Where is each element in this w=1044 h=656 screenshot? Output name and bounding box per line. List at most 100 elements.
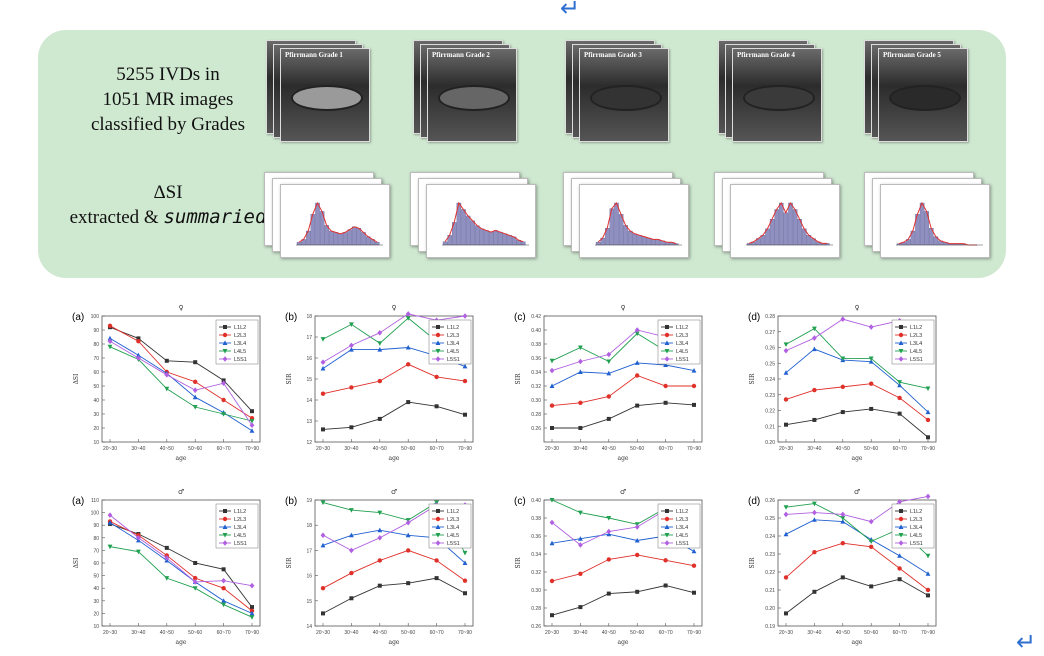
histogram-bar [442, 241, 448, 246]
x-tick-label: 60~70 [893, 446, 907, 452]
data-point [812, 335, 817, 341]
legend-label: L5S1 [447, 357, 460, 363]
data-point [606, 516, 612, 521]
data-point [578, 536, 583, 541]
mr-stack-grade-5: Pfirrmann Grade 5 [864, 40, 970, 150]
x-tick-label: 40~50 [836, 630, 850, 636]
data-point [221, 397, 226, 403]
panel-label: (d) [748, 496, 760, 507]
data-point [223, 325, 227, 329]
histogram-bar [521, 241, 526, 246]
x-tick-label: 40~50 [602, 630, 616, 636]
x-tick-label: 60~70 [893, 630, 907, 636]
chart-title: ♀ [391, 304, 396, 312]
y-tick-label: 0.38 [531, 516, 541, 522]
data-point [549, 519, 555, 526]
line-chart: 0.26 0.28 0.30 0.32 0.34 0.36 0.38 0.40 20~30 30~… [514, 488, 703, 646]
line-chart: 0.19 0.20 0.21 0.22 0.23 0.24 0.25 0.26 20~30 30~… [748, 488, 937, 646]
data-point [221, 412, 226, 417]
data-point [107, 512, 113, 518]
chart-title: ♂ [620, 488, 626, 496]
data-point [320, 586, 326, 591]
data-point [663, 383, 668, 389]
y-tick-label: 0.32 [531, 570, 541, 576]
x-tick-label: 60~70 [659, 630, 673, 636]
y-tick-label: 0.30 [531, 588, 541, 594]
panel-label: (b) [285, 312, 297, 323]
y-tick-label: 0.36 [531, 534, 541, 540]
legend-label: L2L3 [447, 333, 459, 339]
data-point [435, 332, 441, 338]
y-tick-label: 80 [93, 536, 99, 542]
y-tick-label: 0.26 [765, 498, 775, 504]
histogram-card [579, 184, 689, 258]
data-point [691, 548, 697, 554]
y-tick-label: 0.24 [765, 534, 775, 540]
data-point [578, 571, 583, 576]
legend-label: L5S1 [910, 541, 923, 547]
histogram-plot [595, 202, 682, 246]
data-point [377, 416, 382, 421]
data-point [320, 532, 326, 539]
data-point [868, 359, 874, 364]
legend-label: L4L5 [676, 349, 688, 355]
legend-label: L1L2 [676, 325, 688, 331]
series-line [785, 519, 929, 575]
y-tick-label: 14 [306, 398, 312, 404]
y-axis-label: ΔSI [73, 557, 80, 568]
data-point [840, 356, 846, 362]
data-point [868, 356, 874, 362]
data-point [812, 501, 817, 507]
data-point [222, 356, 228, 362]
x-tick-label: 30~40 [807, 630, 821, 636]
histogram-bar [333, 232, 339, 246]
legend-label: L3L4 [910, 525, 922, 531]
histogram-bar [329, 230, 334, 246]
y-tick-label: 0.40 [531, 498, 541, 504]
data-point [193, 575, 198, 581]
data-point [164, 545, 169, 550]
data-point [406, 548, 411, 553]
data-point [192, 586, 198, 591]
dsi-label: ΔSI [153, 182, 183, 203]
histogram-bar [637, 235, 642, 246]
data-point [192, 579, 198, 585]
data-point [840, 410, 845, 415]
line-chart: 12 13 14 15 16 17 18 20~30 30~40 40~50 50~60 60~70 7… [285, 304, 474, 462]
data-point [549, 498, 555, 503]
data-point [664, 524, 670, 529]
histogram-bar [375, 242, 380, 246]
grade-label: Pfirrmann Grade 3 [584, 51, 642, 59]
mr-stack-grade-2: Pfirrmann Grade 2 [413, 40, 519, 150]
data-point [634, 524, 640, 530]
legend-label: L1L2 [234, 509, 246, 515]
density-curve [444, 201, 524, 243]
data-point [897, 553, 902, 558]
y-tick-label: 30 [93, 412, 99, 418]
x-tick-label: 50~60 [630, 446, 644, 452]
data-point [320, 500, 326, 506]
disc-shape [291, 85, 363, 111]
histogram-bar [465, 215, 471, 246]
y-tick-label: 0.21 [765, 424, 775, 430]
data-point [193, 561, 198, 565]
x-tick-label: 70~90 [921, 446, 935, 452]
series-line [109, 338, 253, 432]
y-axis-label: ΔSI [73, 373, 80, 384]
y-tick-label: 0.38 [531, 342, 541, 348]
y-axis-label: SIR [515, 557, 522, 568]
data-point [136, 549, 141, 555]
data-point [462, 378, 468, 384]
y-tick-label: 0.42 [531, 314, 541, 320]
y-tick-label: 30 [93, 599, 99, 605]
histogram-bar [774, 209, 779, 246]
x-tick-label: 40~50 [160, 446, 174, 452]
data-point [691, 383, 697, 389]
data-point [320, 359, 326, 365]
data-point [578, 345, 583, 351]
data-point [812, 417, 817, 422]
data-point [692, 402, 696, 407]
x-tick-label: 30~40 [573, 446, 587, 452]
y-tick-label: 0.40 [531, 328, 541, 334]
x-tick-label: 70~90 [687, 446, 701, 452]
